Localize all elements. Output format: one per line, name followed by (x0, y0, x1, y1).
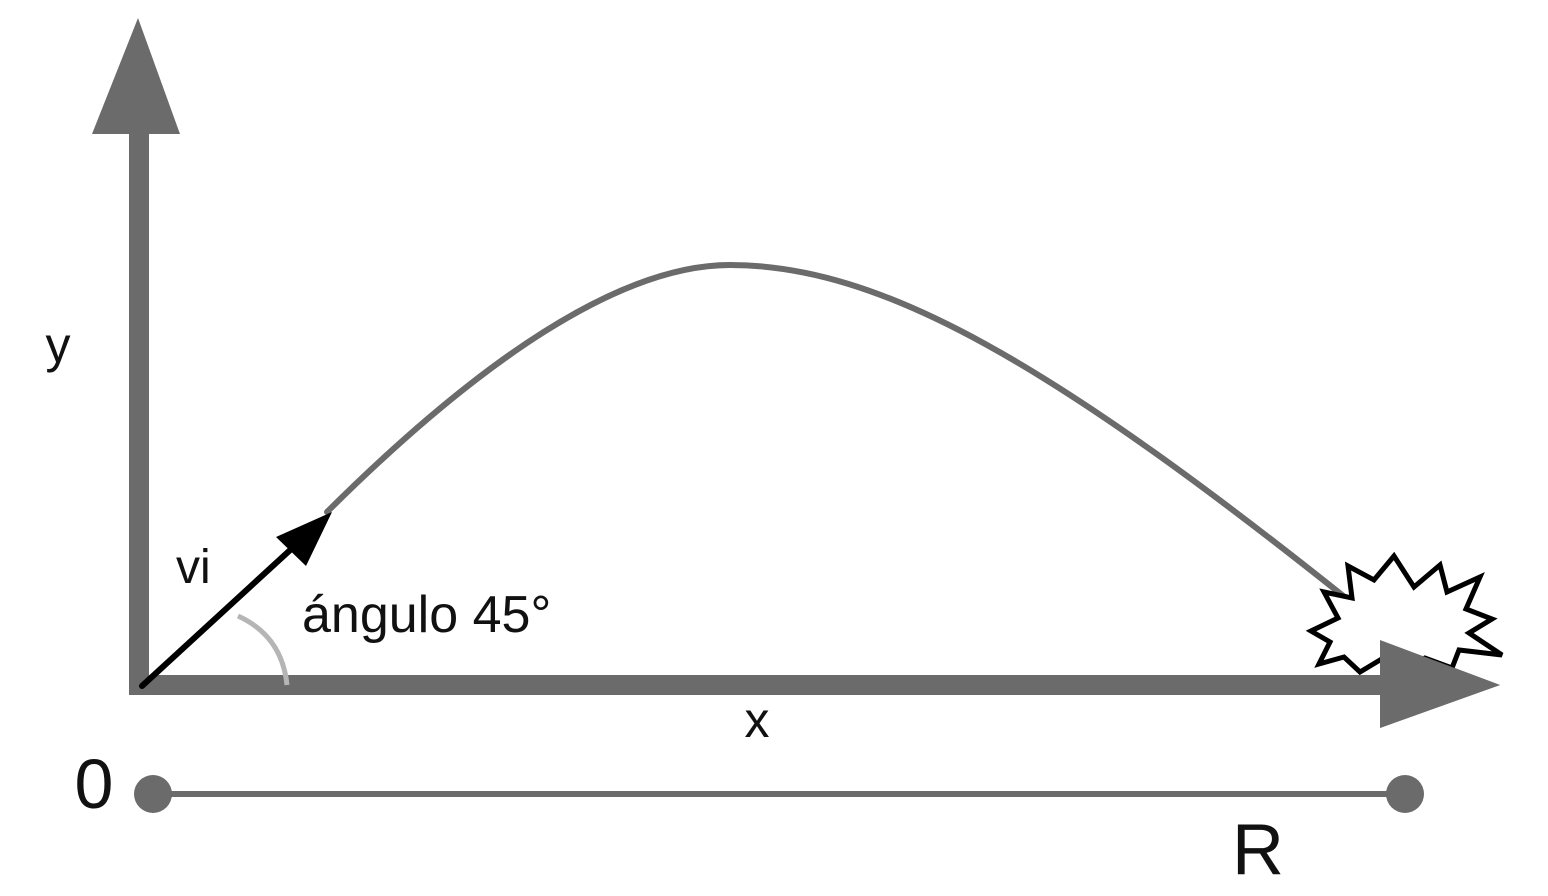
x-axis-arrowhead-overlay (1380, 640, 1500, 728)
range-start-dot (134, 775, 172, 813)
range-end-dot (1386, 775, 1424, 813)
x-axis-label: x (745, 692, 770, 748)
velocity-vector-line (139, 527, 315, 689)
y-axis-line (129, 120, 149, 692)
angle-arc (236, 613, 290, 686)
range-bar (134, 775, 1424, 813)
x-axis-line (129, 675, 1399, 695)
trajectory (324, 261, 1394, 634)
velocity-label: vi (176, 541, 211, 594)
x-axis (129, 640, 1500, 728)
velocity-vector-arrowhead (276, 512, 332, 566)
velocity-vector (139, 512, 332, 689)
origin-label: 0 (75, 745, 114, 823)
range-label: R (1232, 810, 1284, 890)
angle-label: ángulo 45° (302, 586, 551, 644)
trajectory-curve (324, 261, 1370, 618)
y-axis (92, 18, 180, 692)
y-axis-label: y (46, 317, 71, 373)
y-axis-arrowhead (92, 18, 180, 134)
